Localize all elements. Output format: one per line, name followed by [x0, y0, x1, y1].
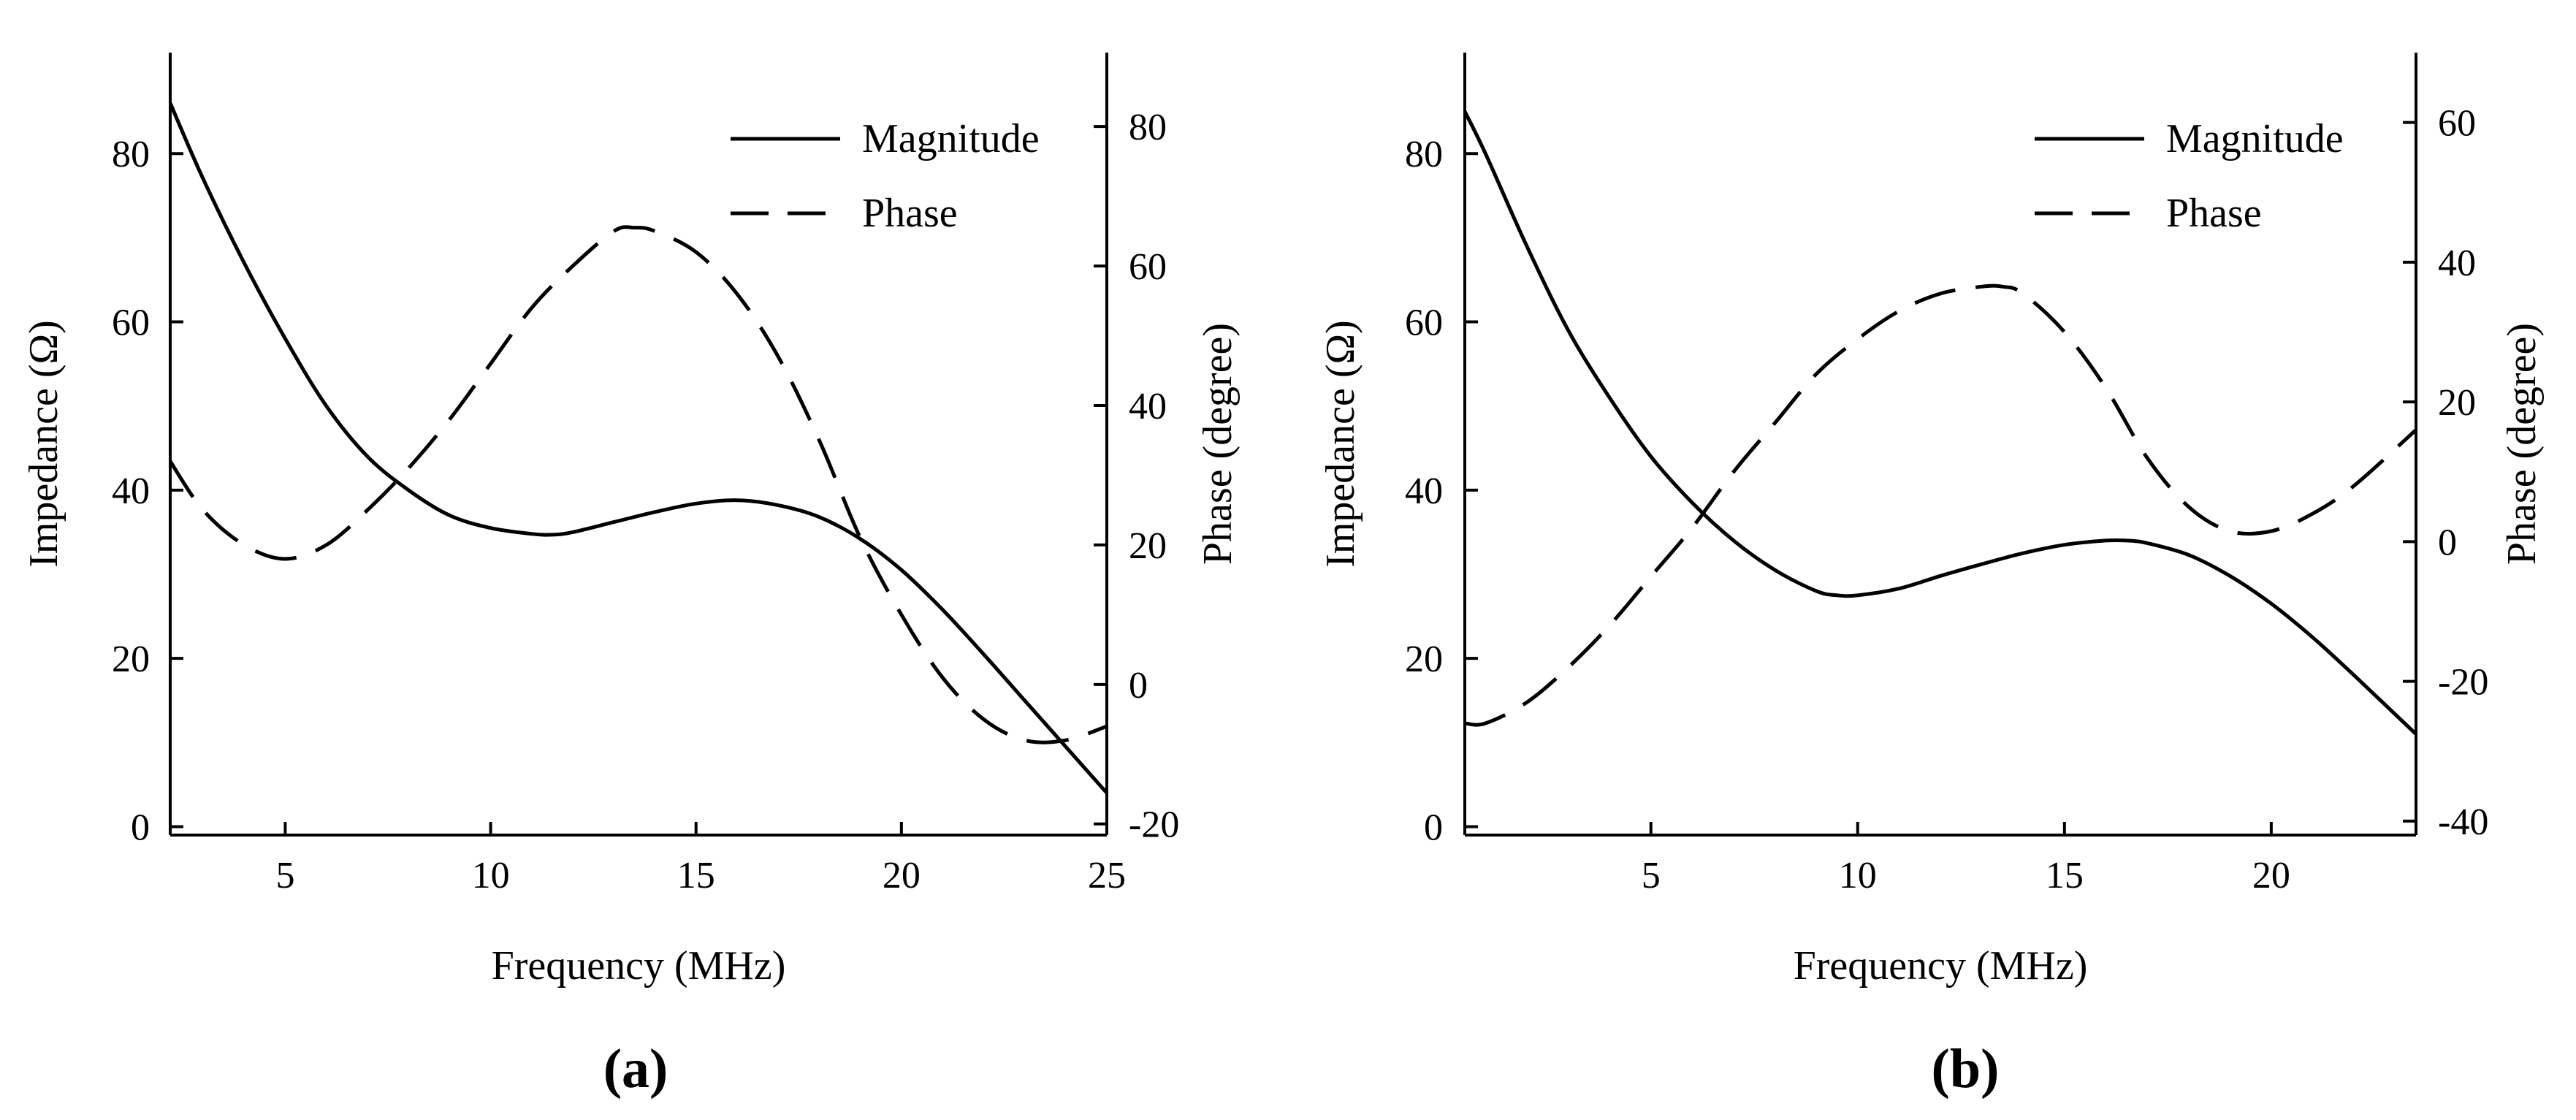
x-tick-label: 5 [1642, 855, 1661, 896]
chart-b: 5 10 15 20 0 20 40 60 80 -40 -20 0 20 40 60 Frequency (… [1318, 53, 2545, 1100]
series-magnitude-line [170, 102, 1107, 795]
y-right-axis-title: Phase (degree) [1195, 323, 1241, 565]
series-magnitude-line [1465, 110, 2416, 736]
y-left-axis-title: Impedance (Ω) [1318, 320, 1363, 568]
y-left-tick-label: 60 [1405, 302, 1443, 344]
y-left-tick-label: 0 [131, 807, 150, 848]
y-right-tick-label: 20 [1129, 525, 1167, 567]
y-right-tick-label: 40 [1129, 386, 1167, 427]
panel-label: (b) [1932, 1038, 2000, 1100]
y-right-tick-label: 60 [1129, 246, 1167, 288]
x-axis-title: Frequency (MHz) [1794, 943, 2088, 988]
x-tick-label: 20 [2252, 855, 2290, 896]
legend-magnitude-label: Magnitude [2166, 116, 2344, 161]
y-right-tick-label: 0 [1129, 665, 1148, 706]
chart-a: 5 10 15 20 25 0 20 40 60 80 -20 0 20 40 60 80 Frequency … [21, 53, 1241, 1100]
y-left-tick-label: 60 [112, 302, 150, 344]
series-phase-line [1465, 283, 2416, 727]
y-left-tick-label: 0 [1424, 807, 1443, 848]
y-left-tick-label: 80 [112, 134, 150, 175]
y-right-tick-label: -40 [2438, 801, 2488, 843]
y-left-tick-label: 80 [1405, 134, 1443, 175]
x-tick-label: 5 [275, 855, 294, 896]
x-tick-label: 15 [2046, 855, 2084, 896]
x-tick-label: 25 [1088, 855, 1126, 896]
y-left-tick-label: 40 [112, 471, 150, 512]
legend-phase-label: Phase [2166, 191, 2262, 236]
legend-magnitude-label: Magnitude [862, 116, 1040, 161]
panel-label: (a) [603, 1038, 668, 1100]
y-left-tick-label: 20 [1405, 639, 1443, 680]
x-tick-label: 10 [1839, 855, 1877, 896]
x-tick-label: 20 [883, 855, 921, 896]
y-right-tick-label: -20 [1129, 804, 1179, 846]
y-right-tick-label: 0 [2438, 522, 2457, 563]
y-right-tick-label: 60 [2438, 103, 2476, 145]
legend-phase-label: Phase [862, 191, 958, 236]
y-left-axis-title: Impedance (Ω) [21, 320, 66, 568]
x-tick-label: 15 [677, 855, 715, 896]
x-axis-title: Frequency (MHz) [492, 943, 786, 988]
y-right-tick-label: 80 [1129, 107, 1167, 148]
y-left-tick-label: 20 [112, 639, 150, 680]
series-phase-line [170, 225, 1107, 744]
y-left-tick-label: 40 [1405, 471, 1443, 512]
y-right-tick-label: 40 [2438, 243, 2476, 284]
y-right-tick-label: 20 [2438, 382, 2476, 424]
x-tick-label: 10 [472, 855, 510, 896]
y-right-tick-label: -20 [2438, 662, 2488, 704]
y-right-axis-title: Phase (degree) [2499, 323, 2545, 565]
